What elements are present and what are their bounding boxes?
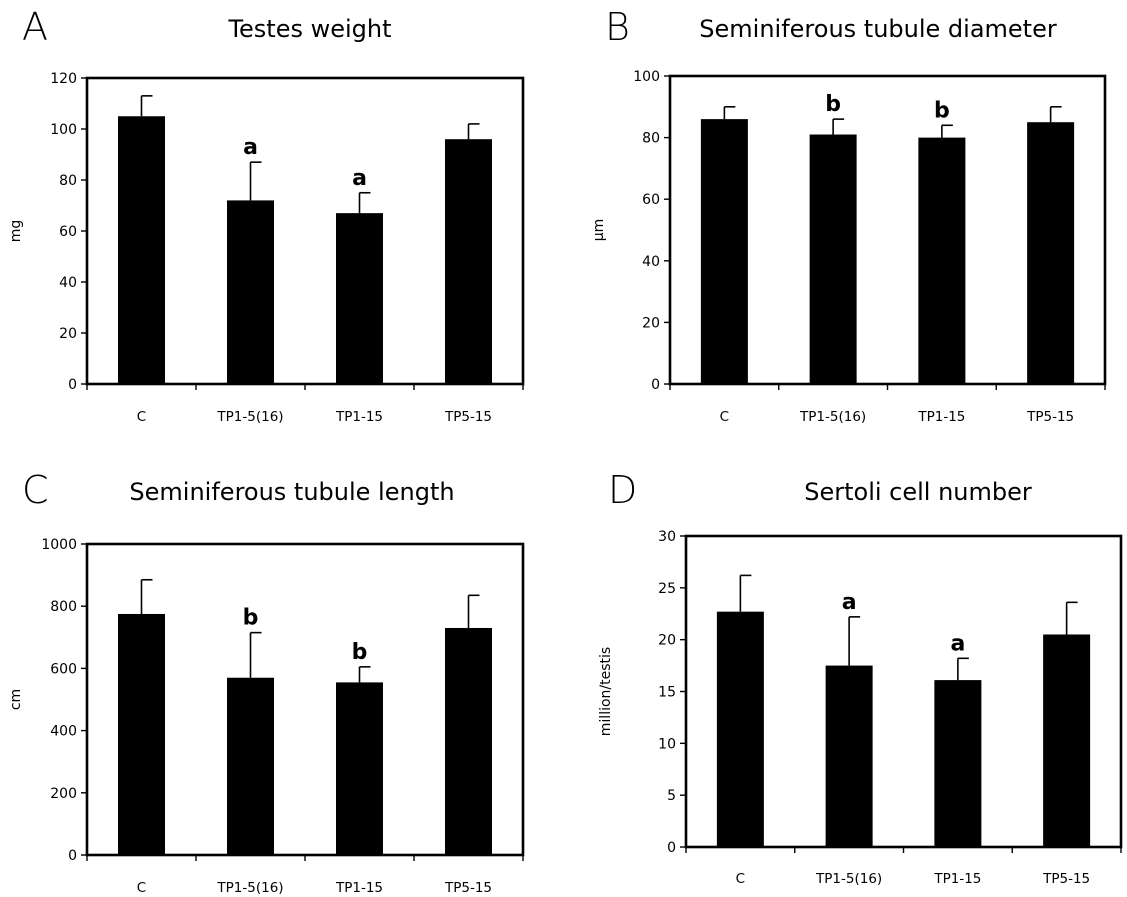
y-axis-label: μm (591, 219, 607, 242)
bar-3 (445, 627, 492, 855)
x-tick-label-1: TP1-5(16) (216, 409, 283, 425)
y-tick-label-4: 80 (642, 131, 660, 147)
y-axis-label: cm (8, 689, 24, 710)
panel-letter: B (605, 5, 630, 49)
bar-2 (918, 137, 966, 384)
y-axis-label: million/testis (598, 647, 614, 736)
chart-title: Seminiferous tubule diameter (699, 15, 1057, 43)
y-tick-label-5: 1000 (41, 537, 77, 553)
y-tick-label-3: 600 (50, 661, 77, 677)
y-tick-label-5: 25 (658, 581, 676, 597)
y-tick-label-0: 0 (667, 840, 676, 856)
x-tick-label-1: TP1-5(16) (815, 871, 882, 887)
y-tick-label-5: 100 (633, 69, 660, 85)
y-tick-label-0: 0 (68, 848, 77, 864)
bar-2 (336, 682, 383, 855)
panel-a: A Testes weight mg Ca TP1-5(16) a TP1-15 TP5-15… (8, 5, 525, 425)
y-tick-label-1: 200 (50, 786, 77, 802)
panel-letter: D (608, 468, 637, 512)
bar-1 (809, 134, 857, 384)
panel-b: B Seminiferous tubule diameter μm Cb TP1-5(1… (591, 5, 1107, 425)
y-tick-label-0: 0 (68, 377, 77, 393)
significance-label-1: a (243, 135, 258, 160)
y-axis-label: mg (8, 220, 24, 243)
y-tick-label-4: 800 (50, 599, 77, 615)
y-tick-label-2: 40 (642, 254, 660, 270)
significance-label-1: a (842, 590, 857, 615)
x-tick-label-2: TP1-15 (335, 880, 383, 896)
bar-2 (934, 680, 982, 847)
chart-title: Sertoli cell number (804, 478, 1032, 506)
x-tick-label-2: TP1-15 (933, 871, 981, 887)
x-tick-label-0: C (736, 871, 745, 887)
bar-0 (118, 613, 165, 855)
significance-label-2: b (352, 640, 368, 665)
y-tick-label-6: 120 (50, 71, 77, 87)
bar-0 (700, 119, 748, 385)
y-tick-label-2: 400 (50, 724, 77, 740)
y-tick-label-3: 60 (642, 192, 660, 208)
bar-0 (118, 116, 165, 384)
significance-label-1: b (243, 606, 259, 631)
panel-letter: A (22, 5, 48, 49)
y-tick-label-2: 10 (658, 736, 676, 752)
chart-title: Seminiferous tubule length (129, 478, 454, 506)
significance-label-1: b (825, 92, 841, 117)
bar-3 (1043, 634, 1091, 847)
bar-2 (336, 213, 383, 384)
y-tick-label-3: 15 (658, 685, 676, 701)
x-tick-label-3: TP5-15 (1042, 871, 1090, 887)
x-tick-label-2: TP1-15 (335, 409, 383, 425)
x-tick-label-0: C (137, 880, 146, 896)
y-tick-label-0: 0 (651, 377, 660, 393)
y-tick-label-5: 100 (50, 122, 77, 138)
y-tick-label-2: 40 (59, 275, 77, 291)
y-tick-label-1: 20 (642, 315, 660, 331)
y-tick-label-4: 80 (59, 173, 77, 189)
panel-letter: C (22, 468, 49, 512)
x-tick-label-0: C (137, 409, 146, 425)
x-tick-label-2: TP1-15 (917, 409, 965, 425)
y-tick-label-1: 5 (667, 788, 676, 804)
bar-3 (1027, 122, 1075, 384)
y-tick-label-1: 20 (59, 326, 77, 342)
bar-1 (825, 665, 873, 847)
y-tick-label-6: 30 (658, 529, 676, 545)
bar-0 (716, 611, 764, 847)
plot-frame (85, 542, 525, 857)
chart-title: Testes weight (227, 15, 391, 43)
x-tick-label-3: TP5-15 (444, 880, 492, 896)
y-tick-label-3: 60 (59, 224, 77, 240)
x-tick-label-3: TP5-15 (444, 409, 492, 425)
significance-label-2: a (950, 631, 965, 656)
x-tick-label-1: TP1-5(16) (216, 880, 283, 896)
x-tick-label-0: C (720, 409, 729, 425)
x-tick-label-3: TP5-15 (1026, 409, 1074, 425)
bar-3 (445, 139, 492, 384)
panel-d: D Sertoli cell number million/testis Ca TP1-… (598, 468, 1123, 887)
significance-label-2: b (934, 98, 950, 123)
x-tick-label-1: TP1-5(16) (799, 409, 866, 425)
plot-frame (668, 74, 1107, 386)
bar-1 (227, 677, 274, 855)
significance-label-2: a (352, 166, 367, 191)
bar-1 (227, 200, 274, 384)
panel-c: C Seminiferous tubule length cm Cb TP1-5(16)… (8, 468, 525, 896)
y-tick-label-4: 20 (658, 633, 676, 649)
